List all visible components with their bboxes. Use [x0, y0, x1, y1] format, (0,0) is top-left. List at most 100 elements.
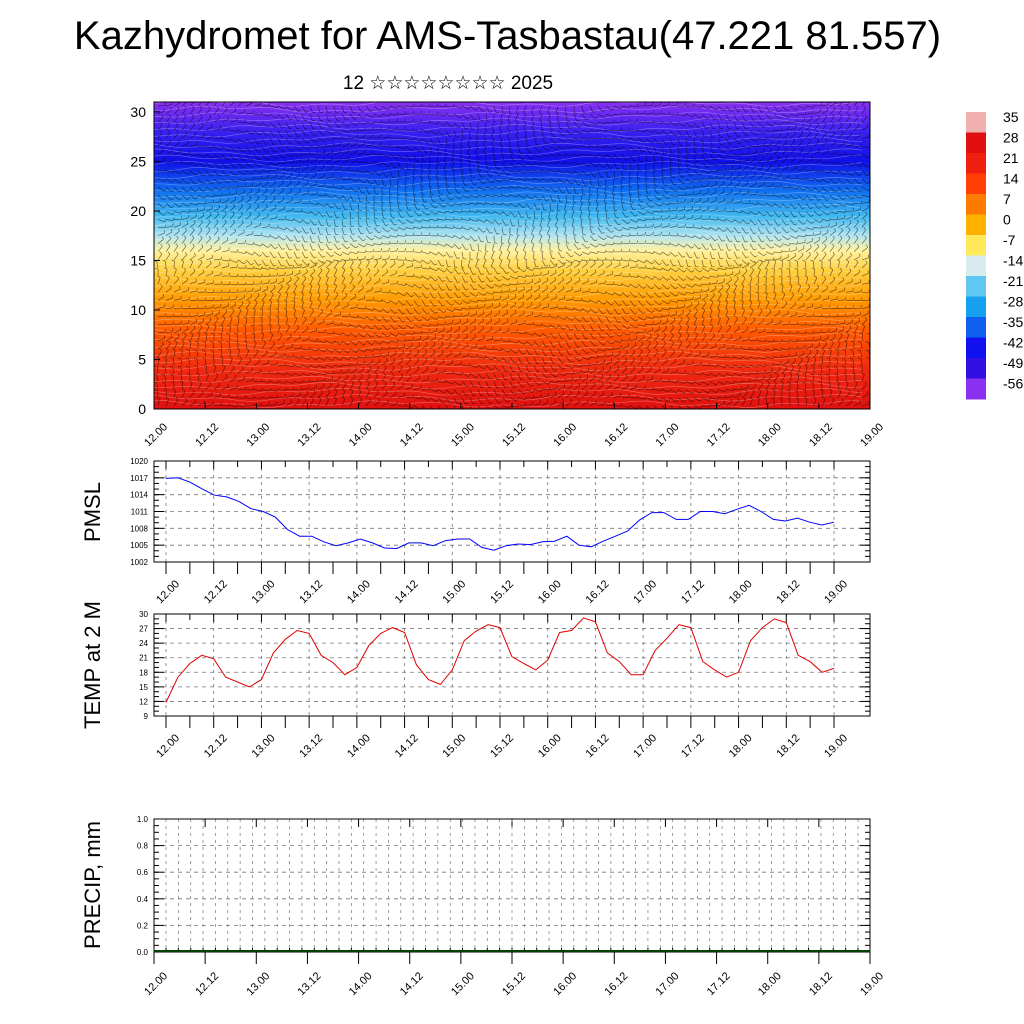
x-tick-label: 17.00	[631, 578, 659, 606]
x-tick-label: 13.00	[244, 970, 272, 998]
x-tick-label: 19.00	[858, 970, 886, 998]
colorbar-label: -35	[1003, 314, 1023, 330]
x-tick-label: 12.00	[142, 970, 170, 998]
x-tick-label: 13.00	[250, 732, 278, 760]
x-tick-label: 12.12	[193, 421, 221, 449]
x-tick-label: 15.12	[488, 732, 516, 760]
page-title: Kazhydromet for AMS-Tasbastau(47.221 81.…	[73, 14, 942, 58]
colorbar-swatch	[966, 112, 986, 133]
precip-panel: 12.00 12.12 13.00 13.12 14.00 14.12 15.00 15.12…	[80, 815, 886, 998]
x-tick-label: 17.12	[705, 970, 733, 998]
x-tick-label: 16.00	[551, 421, 579, 449]
contour-line	[154, 117, 863, 126]
contour-line	[154, 246, 863, 255]
colorbar-label: 14	[1003, 171, 1019, 187]
x-tick-label: 16.12	[602, 421, 630, 449]
y-axis-title: PMSL	[80, 482, 105, 542]
contour-line	[154, 185, 863, 193]
contour-line	[154, 102, 860, 107]
y-tick-label: 0.4	[137, 895, 149, 904]
colorbar-swatch	[966, 337, 986, 359]
contour-line	[154, 228, 863, 236]
x-tick-label: 13.00	[244, 421, 272, 449]
contour-line	[154, 314, 863, 323]
x-tick-label: 13.12	[296, 970, 324, 998]
y-axis-title: PRECIP, mm	[80, 821, 105, 949]
x-tick-label: 13.00	[250, 578, 278, 606]
x-tick-label: 12.00	[142, 421, 170, 449]
colorbar-label: 35	[1003, 109, 1019, 125]
wind-barbs	[154, 102, 870, 409]
x-tick-label: 13.12	[296, 421, 324, 449]
colorbar-label: 28	[1003, 130, 1019, 146]
colorbar: 35 28 21 14 7 0 -7 -14 -21 -28 -35 -42 -49 -56	[966, 109, 1023, 400]
x-tick-label: 17.00	[654, 421, 682, 449]
x-tick-label: 16.12	[584, 732, 612, 760]
contour-line	[154, 197, 863, 206]
contour-line	[154, 277, 863, 286]
x-tick-label: 19.00	[822, 732, 850, 760]
x-tick-label: 18.00	[727, 578, 755, 606]
x-tick-label: 15.00	[449, 421, 477, 449]
y-tick-label: 25	[130, 153, 146, 169]
contour-line	[154, 166, 863, 175]
contour-line	[154, 215, 863, 224]
y-tick-label: 18	[139, 668, 148, 677]
contour-line	[154, 252, 863, 261]
page-subtitle: 12 ☆☆☆☆☆☆☆☆ 2025	[342, 73, 554, 94]
contour-line	[154, 191, 863, 200]
y-tick-label: 15	[139, 683, 148, 692]
x-tick-label: 15.12	[488, 578, 516, 606]
colorbar-label: -49	[1003, 355, 1023, 371]
contour-line	[154, 160, 863, 169]
x-tick-label: 13.12	[297, 578, 325, 606]
colorbar-label: -56	[1003, 376, 1023, 392]
contour-line	[154, 142, 863, 150]
x-tick-label: 19.00	[822, 578, 850, 606]
contour-line	[154, 344, 863, 353]
x-tick-label: 18.12	[774, 578, 802, 606]
y-tick-label: 15	[130, 252, 146, 268]
colorbar-swatch	[966, 358, 986, 379]
colorbar-label: 7	[1003, 191, 1011, 207]
contour-line	[154, 258, 862, 267]
contour-line	[154, 400, 863, 408]
x-tick-label: 14.00	[347, 421, 375, 449]
colorbar-label: -28	[1003, 294, 1023, 310]
colorbar-label: -21	[1003, 273, 1023, 289]
x-tick-label: 15.00	[449, 970, 477, 998]
series-line	[165, 477, 835, 551]
x-tick-label: 16.12	[584, 578, 612, 606]
y-tick-label: 1008	[130, 524, 148, 533]
contour-line	[154, 381, 863, 390]
y-tick-label: 30	[139, 610, 148, 619]
x-tick-label: 18.00	[756, 970, 784, 998]
y-tick-label: 1005	[130, 541, 148, 550]
y-tick-label: 10	[130, 302, 146, 318]
contour-line	[154, 203, 863, 212]
temperature-field	[154, 102, 870, 409]
contour-line	[154, 369, 863, 378]
series-line	[165, 617, 835, 703]
colorbar-swatch	[966, 173, 986, 195]
y-tick-label: 30	[130, 104, 146, 120]
contour-line	[154, 105, 863, 114]
contour-line	[154, 283, 863, 292]
x-tick-label: 14.12	[393, 732, 421, 760]
y-tick-label: 0.8	[137, 842, 149, 851]
contour-line	[154, 172, 863, 181]
colorbar-label: -42	[1003, 335, 1023, 351]
contour-line	[154, 332, 863, 341]
y-axis-title: TEMP at 2 M	[80, 601, 105, 729]
contour-line	[154, 265, 863, 273]
temp-panel: 12.00 12.12 13.00 13.12 14.00 14.12 15.00 15.12…	[80, 601, 871, 760]
colorbar-label: 0	[1003, 212, 1011, 228]
colorbar-label: -14	[1003, 253, 1023, 269]
colorbar-swatch	[966, 255, 986, 277]
x-tick-label: 12.12	[193, 970, 221, 998]
y-tick-label: 0.0	[137, 948, 149, 957]
plot-frame	[153, 460, 871, 563]
x-tick-label: 17.00	[654, 970, 682, 998]
contour-line	[154, 394, 863, 402]
